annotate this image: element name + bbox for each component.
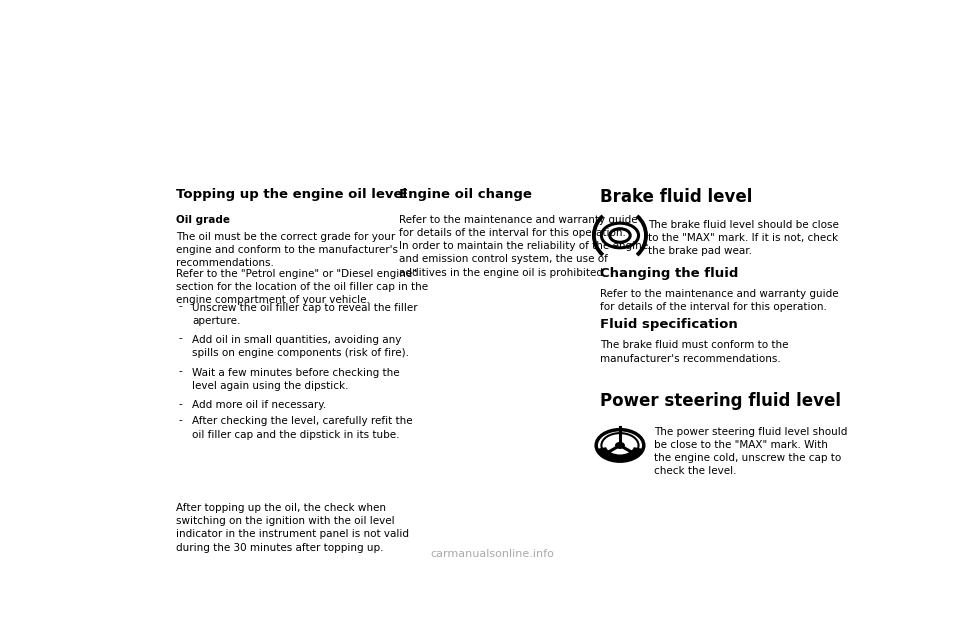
- Text: -: -: [178, 366, 181, 376]
- Text: The brake fluid level should be close
to the "MAX" mark. If it is not, check
the: The brake fluid level should be close to…: [648, 220, 839, 256]
- Text: Topping up the engine oil level: Topping up the engine oil level: [176, 188, 407, 201]
- Text: Oil grade: Oil grade: [176, 215, 229, 225]
- Circle shape: [615, 443, 624, 448]
- Wedge shape: [598, 448, 642, 461]
- Text: Refer to the maintenance and warranty guide
for details of the interval for this: Refer to the maintenance and warranty gu…: [399, 215, 648, 278]
- Text: After topping up the oil, the check when
switching on the ignition with the oil : After topping up the oil, the check when…: [176, 503, 409, 553]
- Text: Add more oil if necessary.: Add more oil if necessary.: [192, 400, 326, 410]
- Text: Brake fluid level: Brake fluid level: [600, 188, 753, 205]
- Text: carmanualsonline.info: carmanualsonline.info: [430, 548, 554, 559]
- Text: Engine oil change: Engine oil change: [399, 188, 532, 201]
- Text: Power steering fluid level: Power steering fluid level: [600, 392, 841, 410]
- Text: -: -: [178, 415, 181, 425]
- Text: The oil must be the correct grade for your
engine and conform to the manufacture: The oil must be the correct grade for yo…: [176, 232, 397, 268]
- Text: Refer to the "Petrol engine" or "Diesel engine"
section for the location of the : Refer to the "Petrol engine" or "Diesel …: [176, 269, 428, 305]
- Text: Fluid specification: Fluid specification: [600, 318, 737, 332]
- Text: After checking the level, carefully refit the
oil filler cap and the dipstick in: After checking the level, carefully refi…: [192, 417, 413, 440]
- Text: Unscrew the oil filler cap to reveal the filler
aperture.: Unscrew the oil filler cap to reveal the…: [192, 303, 418, 326]
- Text: Add oil in small quantities, avoiding any
spills on engine components (risk of f: Add oil in small quantities, avoiding an…: [192, 335, 409, 358]
- Text: Changing the fluid: Changing the fluid: [600, 266, 738, 280]
- Text: The brake fluid must conform to the
manufacturer's recommendations.: The brake fluid must conform to the manu…: [600, 340, 788, 364]
- Text: -: -: [178, 333, 181, 344]
- Text: -: -: [178, 301, 181, 311]
- Text: Refer to the maintenance and warranty guide
for details of the interval for this: Refer to the maintenance and warranty gu…: [600, 289, 838, 312]
- Text: The power steering fluid level should
be close to the "MAX" mark. With
the engin: The power steering fluid level should be…: [654, 427, 848, 476]
- Text: -: -: [178, 399, 181, 408]
- Text: Wait a few minutes before checking the
level again using the dipstick.: Wait a few minutes before checking the l…: [192, 367, 399, 391]
